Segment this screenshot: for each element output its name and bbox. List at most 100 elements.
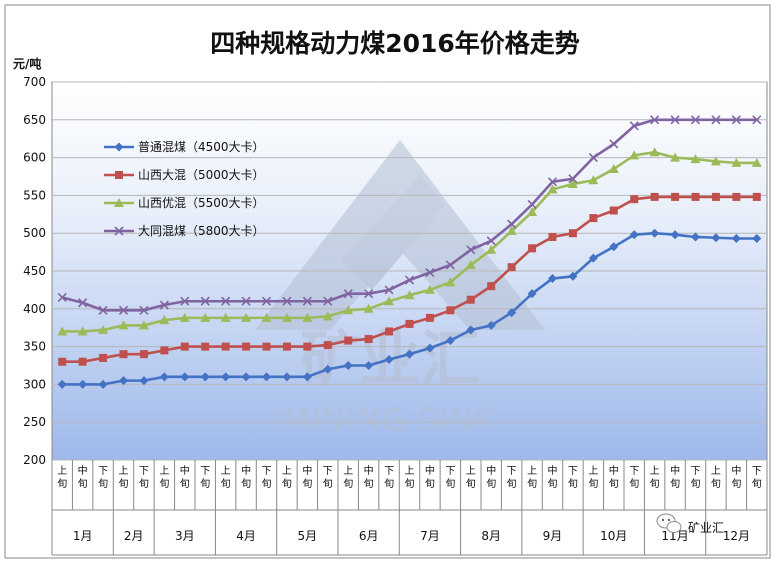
data-point-stroke: [568, 174, 578, 184]
data-point: [507, 263, 516, 272]
category-tick-label: 旬: [57, 477, 67, 490]
data-point: [649, 147, 660, 157]
data-point-stroke: [98, 305, 108, 315]
data-point: [57, 379, 67, 389]
data-point-stroke: [629, 121, 639, 131]
data-point: [731, 233, 741, 243]
data-point: [385, 327, 394, 336]
data-point: [98, 305, 108, 315]
data-point: [528, 244, 537, 253]
data-point: [114, 142, 124, 152]
category-tick-label: 旬: [221, 477, 231, 490]
category-tick-label: 下: [752, 466, 762, 477]
category-tick-label: 下: [445, 466, 455, 477]
wechat-badge: 矿业汇: [656, 513, 724, 535]
data-point: [588, 153, 598, 163]
category-tick-label: 上: [650, 465, 660, 477]
category-tick-label: 上: [405, 465, 415, 477]
data-point: [445, 277, 456, 287]
data-point: [404, 275, 415, 285]
data-point: [650, 228, 660, 238]
data-point: [691, 232, 700, 242]
data-point: [690, 154, 701, 164]
category-tick-label: 旬: [302, 477, 312, 490]
data-point: [114, 226, 124, 236]
y-tick-label: 350: [23, 340, 46, 354]
data-point: [710, 156, 721, 166]
data-point: [322, 311, 333, 321]
data-point-stroke: [241, 296, 251, 306]
data-point: [179, 312, 190, 322]
data-point: [201, 342, 210, 351]
data-point: [425, 343, 435, 353]
data-point: [302, 296, 312, 306]
category-tick-label: 中: [548, 464, 558, 477]
data-point: [323, 364, 333, 374]
data-point: [262, 372, 271, 382]
category-tick-label: 下: [691, 466, 701, 477]
data-point-stroke: [527, 199, 537, 210]
data-point: [629, 121, 639, 131]
series-layer: [57, 115, 762, 389]
data-point: [568, 229, 577, 238]
category-tick-label: 旬: [241, 477, 251, 490]
data-point: [527, 199, 537, 210]
data-point: [343, 289, 353, 299]
data-point-stroke: [114, 226, 124, 236]
data-point: [160, 346, 169, 355]
data-point: [180, 296, 190, 306]
data-point: [384, 285, 394, 295]
category-tick-label: 旬: [282, 477, 292, 490]
category-tick-label: 旬: [445, 477, 455, 490]
data-point-stroke: [466, 245, 476, 255]
category-tick-label: 下: [262, 466, 272, 477]
data-point: [242, 342, 251, 351]
data-point: [138, 320, 149, 330]
legend-item: 山西大混（5000大卡）: [104, 168, 265, 182]
category-tick-label: 中: [364, 464, 374, 477]
data-point: [281, 312, 292, 322]
category-tick-label: 中: [486, 464, 496, 477]
category-tick-label: 上: [466, 465, 476, 477]
data-point: [57, 292, 67, 303]
data-point: [568, 174, 578, 184]
data-point: [466, 245, 476, 255]
data-point: [486, 244, 497, 254]
data-point-stroke: [731, 115, 741, 125]
data-point: [364, 361, 374, 370]
data-point-stroke: [711, 115, 721, 125]
data-point-stroke: [650, 115, 660, 125]
data-point: [303, 342, 312, 351]
category-tick-label: 旬: [180, 477, 190, 490]
category-tick-label: 下: [507, 466, 517, 477]
data-point: [220, 312, 231, 322]
data-point: [282, 372, 292, 382]
y-tick-label: 400: [23, 302, 46, 316]
category-tick-label: 上: [711, 465, 721, 477]
category-tick-label: 下: [629, 466, 639, 477]
month-label: 5月: [298, 529, 318, 543]
data-point: [139, 350, 148, 359]
data-point: [629, 230, 639, 240]
data-point: [629, 150, 640, 160]
data-point: [221, 342, 230, 351]
category-tick-label: 旬: [629, 477, 639, 490]
data-point: [159, 315, 170, 325]
data-point: [732, 192, 741, 201]
data-point: [384, 296, 395, 306]
month-label: 6月: [359, 529, 379, 543]
data-point: [588, 175, 599, 185]
data-point-stroke: [609, 139, 619, 149]
data-point: [487, 282, 496, 291]
data-point-stroke: [547, 177, 558, 187]
data-point-stroke: [261, 296, 272, 306]
category-tick-label: 旬: [159, 477, 169, 490]
category-tick-label: 旬: [507, 477, 517, 490]
y-tick-label: 300: [23, 377, 46, 391]
data-point: [159, 372, 169, 382]
data-point-stroke: [282, 296, 292, 306]
data-point: [711, 192, 720, 201]
data-point: [98, 324, 109, 334]
data-point: [282, 342, 291, 351]
month-label: 1月: [73, 529, 93, 543]
